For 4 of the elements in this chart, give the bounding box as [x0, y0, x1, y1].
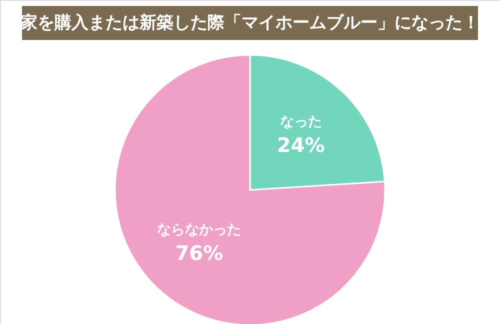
slice-label: ならなかった — [157, 222, 242, 238]
data-label: 24% — [276, 132, 325, 157]
data-label: 76% — [175, 241, 224, 266]
slice-label: なった — [280, 114, 322, 130]
